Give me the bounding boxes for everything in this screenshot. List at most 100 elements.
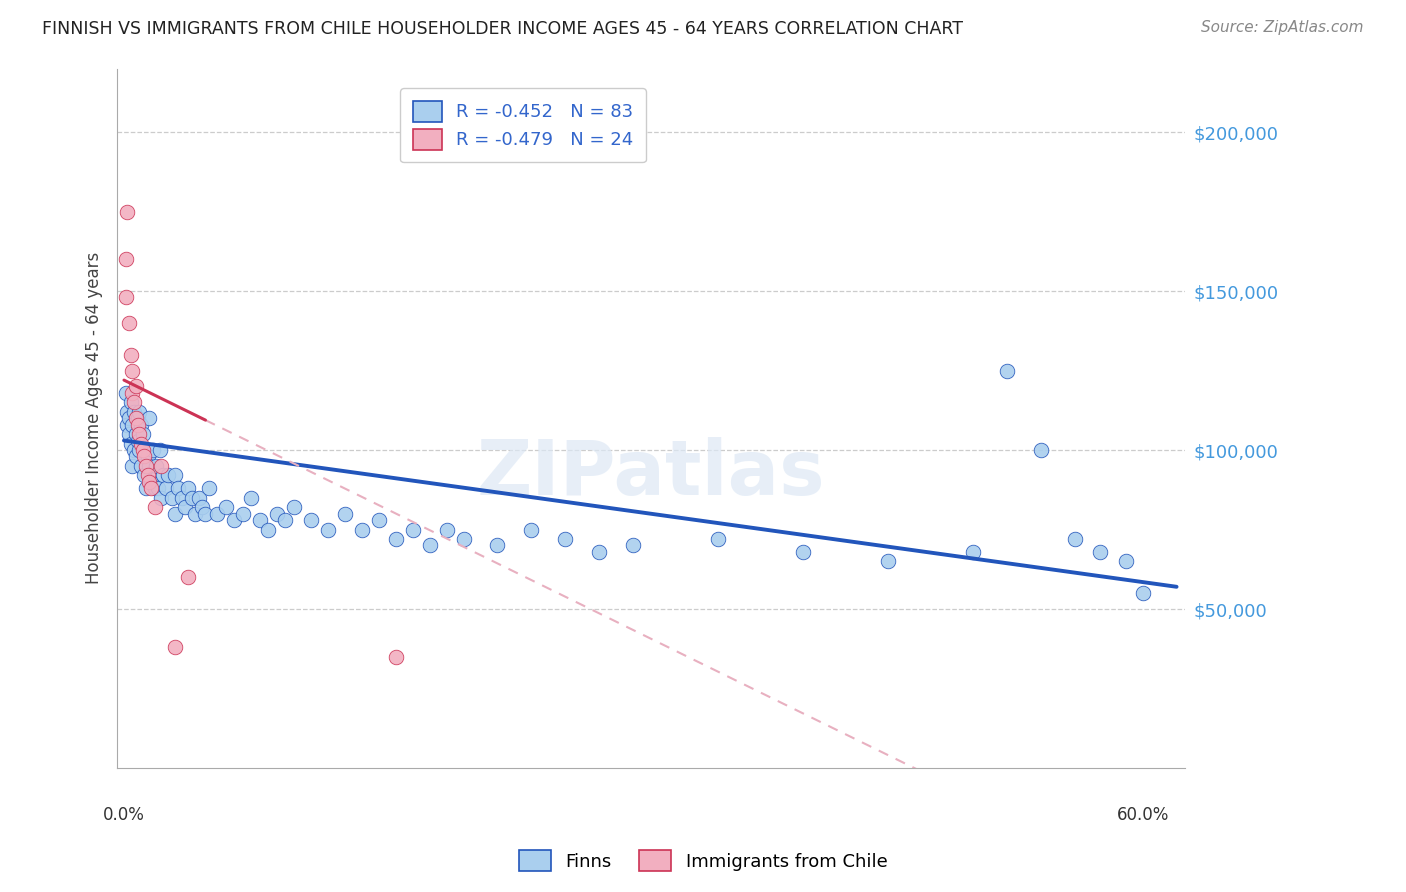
Point	[274, 513, 297, 527]
Point	[129, 458, 152, 473]
Point	[266, 507, 288, 521]
Point	[995, 363, 1018, 377]
Point	[142, 443, 165, 458]
Point	[121, 385, 143, 400]
Point	[163, 468, 186, 483]
Point	[131, 443, 153, 458]
Point	[121, 458, 143, 473]
Point	[163, 640, 186, 655]
Text: 60.0%: 60.0%	[1116, 806, 1168, 824]
Point	[792, 545, 814, 559]
Point	[520, 523, 543, 537]
Point	[128, 443, 150, 458]
Point	[177, 570, 200, 584]
Point	[138, 458, 160, 473]
Point	[114, 252, 136, 267]
Point	[707, 532, 730, 546]
Point	[283, 500, 305, 515]
Point	[177, 481, 200, 495]
Text: Source: ZipAtlas.com: Source: ZipAtlas.com	[1201, 20, 1364, 35]
Point	[877, 554, 900, 568]
Point	[962, 545, 984, 559]
Point	[588, 545, 610, 559]
Point	[453, 532, 475, 546]
Point	[240, 491, 263, 505]
Point	[163, 507, 186, 521]
Point	[1132, 586, 1154, 600]
Point	[127, 411, 149, 425]
Point	[134, 450, 156, 464]
Point	[257, 523, 280, 537]
Point	[299, 513, 322, 527]
Point	[194, 507, 217, 521]
Point	[207, 507, 229, 521]
Point	[621, 538, 644, 552]
Point	[122, 395, 145, 409]
Point	[149, 443, 172, 458]
Point	[174, 500, 197, 515]
Point	[157, 468, 180, 483]
Point	[249, 513, 271, 527]
Point	[167, 481, 190, 495]
Point	[125, 411, 148, 425]
Point	[134, 468, 156, 483]
Point	[215, 500, 238, 515]
Point	[401, 523, 423, 537]
Point	[114, 385, 136, 400]
Legend: Finns, Immigrants from Chile: Finns, Immigrants from Chile	[512, 843, 894, 879]
Point	[1088, 545, 1111, 559]
Point	[350, 523, 373, 537]
Point	[136, 468, 159, 483]
Point	[143, 481, 166, 495]
Point	[180, 491, 202, 505]
Point	[138, 411, 160, 425]
Point	[125, 379, 148, 393]
Point	[1063, 532, 1085, 546]
Point	[384, 532, 406, 546]
Point	[117, 204, 139, 219]
Point	[120, 395, 142, 409]
Point	[333, 507, 356, 521]
Point	[150, 458, 173, 473]
Point	[120, 436, 142, 450]
Point	[129, 436, 152, 450]
Y-axis label: Householder Income Ages 45 - 64 years: Householder Income Ages 45 - 64 years	[86, 252, 103, 584]
Point	[143, 500, 166, 515]
Point	[232, 507, 254, 521]
Point	[316, 523, 339, 537]
Point	[146, 481, 169, 495]
Point	[118, 316, 141, 330]
Point	[554, 532, 576, 546]
Point	[128, 427, 150, 442]
Point	[121, 417, 143, 432]
Point	[187, 491, 209, 505]
Point	[1115, 554, 1137, 568]
Point	[184, 507, 207, 521]
Point	[486, 538, 509, 552]
Point	[117, 417, 139, 432]
Point	[114, 290, 136, 304]
Point	[152, 468, 174, 483]
Point	[122, 443, 145, 458]
Point	[128, 405, 150, 419]
Point	[139, 475, 162, 489]
Point	[120, 348, 142, 362]
Point	[367, 513, 389, 527]
Point	[129, 417, 152, 432]
Point	[122, 405, 145, 419]
Point	[1029, 443, 1052, 458]
Point	[139, 481, 162, 495]
Point	[118, 411, 141, 425]
Point	[127, 417, 149, 432]
Text: ZIPatlas: ZIPatlas	[477, 437, 825, 511]
Point	[136, 450, 159, 464]
Point	[135, 458, 157, 473]
Point	[436, 523, 458, 537]
Point	[170, 491, 193, 505]
Point	[118, 427, 141, 442]
Point	[125, 450, 148, 464]
Point	[419, 538, 441, 552]
Text: 0.0%: 0.0%	[103, 806, 145, 824]
Point	[131, 427, 153, 442]
Point	[150, 491, 173, 505]
